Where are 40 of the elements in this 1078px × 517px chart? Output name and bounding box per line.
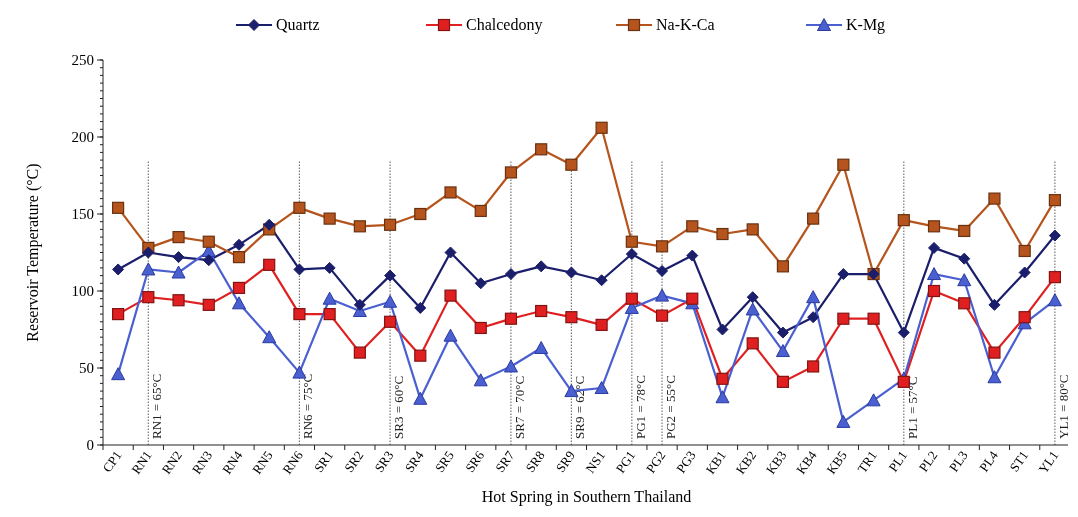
y-axis-title: Reservoir Temperature (°C)	[24, 163, 42, 342]
x-tick-label: PL2	[915, 448, 941, 475]
x-tick-label: PL3	[945, 448, 971, 475]
x-axis-title: Hot Spring in Southern Thailand	[481, 488, 692, 506]
ref-line-label: SR7 = 70°C	[511, 375, 527, 439]
x-tick-label: SR3	[371, 448, 397, 476]
x-tick-label: PL1	[885, 448, 911, 475]
x-tick-label: SR1	[310, 448, 337, 476]
x-tick-label: TR1	[854, 448, 881, 476]
ref-line-label: PL1 = 57°C	[904, 376, 920, 439]
legend-label: Chalcedony	[466, 16, 543, 34]
legend-label: Quartz	[276, 16, 320, 33]
x-tick-label: SR6	[462, 447, 488, 476]
legend-label: K-Mg	[846, 16, 886, 34]
x-tick-label: CP1	[99, 448, 125, 476]
y-tick-label: 50	[79, 360, 94, 377]
x-tick-label: YL1	[1035, 448, 1062, 477]
ref-line-label: SR3 = 60°C	[391, 375, 407, 439]
y-tick-label: 150	[71, 206, 94, 223]
x-tick-label: SR2	[341, 448, 367, 476]
ref-line-label: PG1 = 78°C	[632, 375, 648, 439]
ref-line-label: RN1 = 65°C	[149, 373, 165, 439]
y-tick-label: 100	[71, 283, 94, 300]
x-tick-label: SR9	[552, 448, 578, 476]
x-tick-label: NS1	[582, 448, 609, 476]
x-tick-label: PL4	[976, 447, 1002, 475]
x-tick-label: ST1	[1006, 448, 1032, 475]
x-tick-label: SR8	[522, 448, 548, 476]
x-tick-label: SR4	[401, 447, 428, 476]
ref-line-label: PG2 = 55°C	[663, 375, 679, 439]
legend-label: Na-K-Ca	[656, 16, 715, 33]
x-tick-label: SR7	[492, 447, 518, 476]
ref-line-label: YL1 = 80°C	[1055, 374, 1071, 439]
ref-line-label: SR9 = 62°C	[572, 375, 588, 439]
y-tick-label: 250	[71, 52, 94, 69]
ref-line-label: RN6 = 75°C	[300, 373, 316, 439]
x-tick-label: PG1	[612, 448, 639, 476]
x-tick-label: SR5	[431, 448, 457, 476]
y-tick-label: 200	[71, 129, 94, 146]
y-tick-label: 0	[86, 437, 94, 454]
